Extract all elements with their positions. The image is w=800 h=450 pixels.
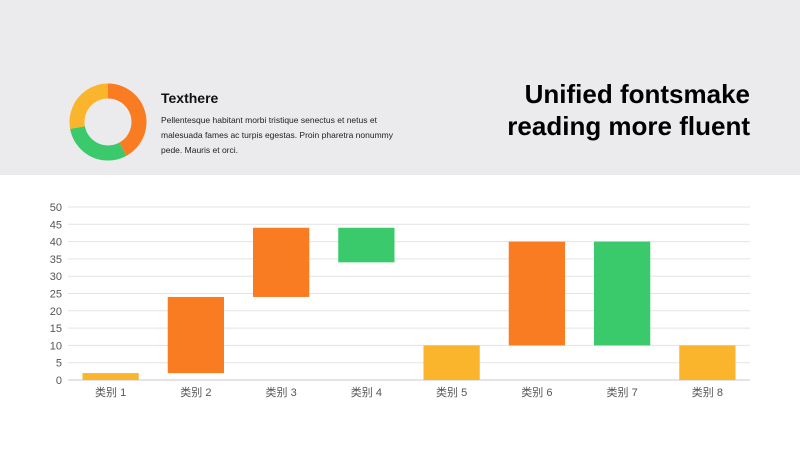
donut-segment-2 [69, 83, 147, 161]
x-tick-label: 类别 7 [607, 385, 638, 399]
y-tick-label: 45 [50, 219, 62, 231]
bar-5 [423, 345, 480, 380]
y-tick-label: 40 [50, 237, 62, 249]
x-tick-label: 类别 8 [692, 385, 723, 399]
bar-3 [252, 227, 310, 297]
y-tick-label: 35 [50, 254, 62, 266]
y-tick-label: 15 [50, 323, 62, 335]
y-tick-label: 50 [50, 202, 62, 214]
headline: Unified fontsmake reading more fluent [420, 78, 750, 142]
x-tick-label: 类别 3 [266, 385, 297, 399]
y-tick-label: 10 [50, 340, 62, 352]
waterfall-chart: 0 5 10 15 20 25 30 35 40 45 50 类别 1 类别 2 类别 3 类别 4 类别 5… [50, 202, 750, 399]
x-tick-label: 类别 1 [95, 385, 126, 399]
bar-2 [167, 296, 225, 374]
x-tick-label: 类别 4 [351, 385, 382, 399]
y-tick-label: 0 [56, 375, 62, 387]
text-body: Pellentesque habitant morbi tristique se… [161, 115, 393, 155]
bar-1 [82, 373, 139, 380]
x-tick-label: 类别 2 [180, 385, 211, 399]
donut-chart [69, 83, 147, 161]
x-tick-label: 类别 5 [436, 385, 467, 399]
x-tick-label: 类别 6 [521, 385, 552, 399]
bar-7 [593, 241, 651, 346]
text-title: Texthere [161, 90, 219, 106]
y-tick-label: 20 [50, 306, 62, 318]
y-tick-label: 25 [50, 289, 62, 301]
bar-6 [508, 241, 566, 346]
y-tick-label: 5 [56, 358, 62, 370]
bar-4 [338, 227, 395, 263]
headline-line-2: reading more fluent [507, 111, 750, 141]
headline-line-1: Unified fontsmake [524, 79, 750, 109]
bar-8 [679, 345, 736, 380]
y-tick-label: 30 [50, 271, 62, 283]
donut-segment-3 [69, 83, 147, 161]
